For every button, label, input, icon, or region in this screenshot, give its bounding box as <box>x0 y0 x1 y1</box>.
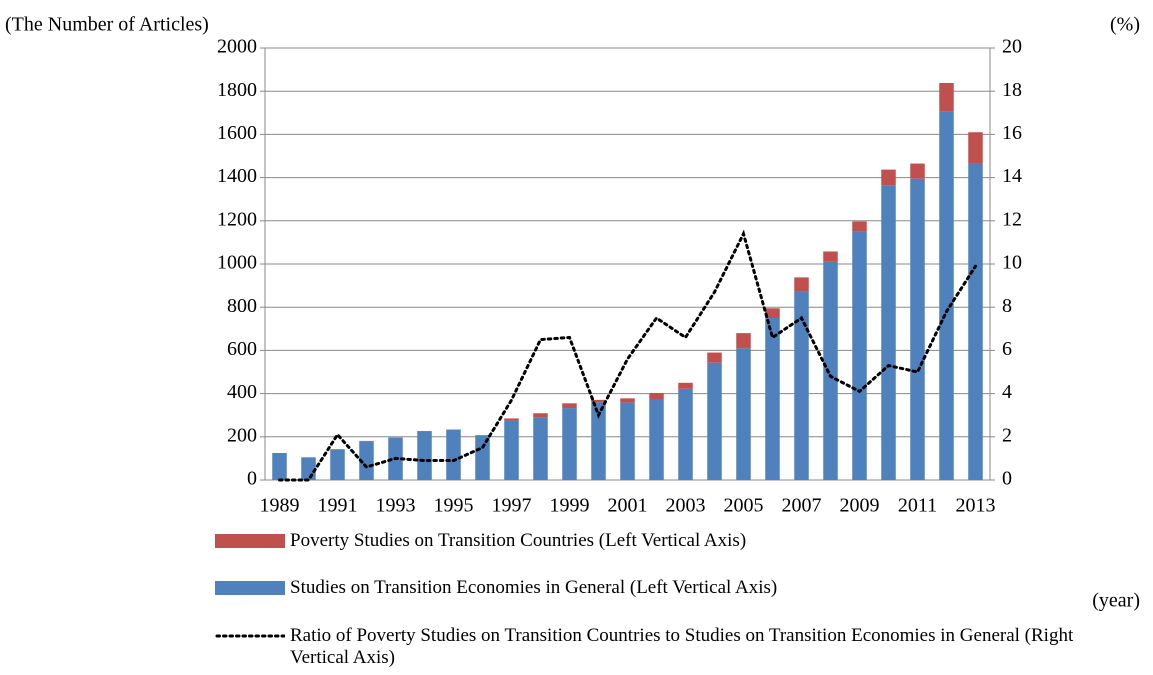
y-tick-label: 1400 <box>217 165 257 187</box>
bar <box>968 163 983 480</box>
y2-tick-label: 4 <box>1002 381 1012 403</box>
x-tick-label: 2003 <box>666 495 706 517</box>
x-tick-label: 2005 <box>724 495 764 517</box>
bar <box>765 308 780 318</box>
y2-axis-label: (%) <box>1110 14 1140 36</box>
y2-tick-label: 10 <box>1002 252 1022 274</box>
bar <box>881 185 896 480</box>
legend-label: Poverty Studies on Transition Countries … <box>290 530 747 551</box>
bar <box>562 408 577 480</box>
bar <box>533 417 548 480</box>
bar <box>475 435 490 480</box>
y2-tick-label: 12 <box>1002 208 1022 230</box>
x-tick-label: 2013 <box>956 495 996 517</box>
y2-tick-label: 6 <box>1002 338 1012 360</box>
bar <box>736 348 751 480</box>
y2-tick-label: 14 <box>1002 165 1022 187</box>
x-tick-label: 1995 <box>434 495 474 517</box>
bar <box>910 178 925 480</box>
bar <box>533 413 548 418</box>
bar <box>939 111 954 480</box>
y2-tick-label: 20 <box>1002 36 1022 58</box>
legend-swatch <box>215 625 287 647</box>
bar <box>910 163 925 179</box>
bar <box>852 231 867 480</box>
legend-label: Studies on Transition Economies in Gener… <box>290 577 778 598</box>
y-tick-label: 1200 <box>217 208 257 230</box>
bar <box>330 449 345 480</box>
bar <box>939 82 954 112</box>
bar <box>562 403 577 409</box>
y2-tick-label: 16 <box>1002 122 1022 144</box>
y-tick-label: 400 <box>227 381 257 403</box>
legend-label: Ratio of Poverty Studies on Transition C… <box>290 625 1074 668</box>
legend-swatch <box>215 530 285 552</box>
y-tick-label: 2000 <box>217 36 257 58</box>
bar <box>678 382 693 389</box>
bar <box>765 318 780 480</box>
legend-swatch <box>215 577 285 599</box>
y-tick-label: 600 <box>227 338 257 360</box>
bar <box>823 261 838 480</box>
bar <box>649 399 664 480</box>
bar <box>330 449 345 450</box>
legend-item: Poverty Studies on Transition Countries … <box>215 530 1090 552</box>
y-tick-label: 200 <box>227 424 257 446</box>
bar <box>591 399 606 403</box>
x-tick-label: 1989 <box>260 495 300 517</box>
bar <box>620 398 635 403</box>
x-tick-label: 2007 <box>782 495 822 517</box>
x-tick-label: 2011 <box>898 495 937 517</box>
bar <box>823 251 838 262</box>
y2-tick-label: 2 <box>1002 424 1012 446</box>
bar <box>881 169 896 186</box>
x-tick-label: 1997 <box>492 495 532 517</box>
bar <box>272 453 287 480</box>
bar <box>417 431 432 480</box>
y2-tick-label: 8 <box>1002 295 1012 317</box>
bar <box>968 132 983 164</box>
bar <box>504 418 519 421</box>
y-tick-label: 1800 <box>217 79 257 101</box>
bar <box>504 420 519 480</box>
bar <box>794 291 809 480</box>
x-tick-label: 2001 <box>608 495 648 517</box>
x-axis-label: (year) <box>1092 590 1140 612</box>
bar <box>852 221 867 232</box>
ratio-line <box>278 229 977 482</box>
y2-tick-label: 18 <box>1002 79 1022 101</box>
legend-item: Studies on Transition Economies in Gener… <box>215 577 1090 599</box>
bar <box>359 441 374 480</box>
swatch-shape <box>215 581 285 595</box>
y2-tick-label: 0 <box>1002 468 1012 490</box>
bar <box>707 352 722 363</box>
legend-item: Ratio of Poverty Studies on Transition C… <box>215 625 1090 669</box>
bar <box>475 435 490 436</box>
y-tick-label: 0 <box>247 468 257 490</box>
bar <box>591 402 606 480</box>
bar <box>301 457 316 480</box>
swatch-shape <box>215 634 287 638</box>
y-tick-label: 1600 <box>217 122 257 144</box>
y-tick-label: 800 <box>227 295 257 317</box>
y-axis-label: (The Number of Articles) <box>5 14 209 36</box>
bar <box>620 402 635 480</box>
y-tick-label: 1000 <box>217 252 257 274</box>
x-tick-label: 1991 <box>318 495 358 517</box>
x-tick-label: 1999 <box>550 495 590 517</box>
bar <box>707 362 722 480</box>
bar <box>446 429 461 480</box>
bar <box>736 333 751 349</box>
bar <box>794 277 809 292</box>
swatch-shape <box>215 534 285 548</box>
x-tick-label: 2009 <box>840 495 880 517</box>
x-tick-label: 1993 <box>376 495 416 517</box>
bar <box>678 388 693 480</box>
bar <box>649 392 664 399</box>
